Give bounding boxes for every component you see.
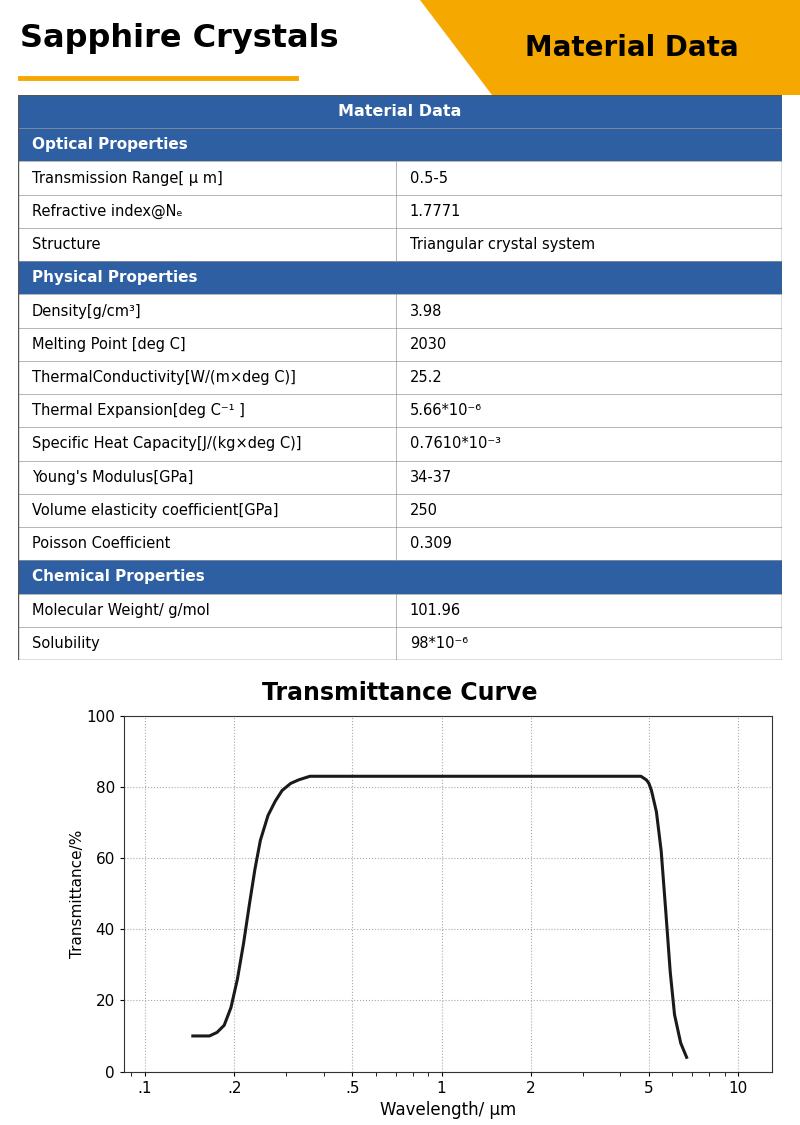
Polygon shape — [420, 0, 800, 94]
Text: 2030: 2030 — [410, 336, 447, 352]
Text: Molecular Weight/ g/mol: Molecular Weight/ g/mol — [32, 603, 210, 618]
Text: Young's Modulus[GPa]: Young's Modulus[GPa] — [32, 470, 193, 485]
Text: Triangular crystal system: Triangular crystal system — [410, 237, 595, 252]
Text: Specific Heat Capacity[J/(kg×deg C)]: Specific Heat Capacity[J/(kg×deg C)] — [32, 436, 302, 451]
Text: 98*10⁻⁶: 98*10⁻⁶ — [410, 636, 468, 651]
Text: 5.66*10⁻⁶: 5.66*10⁻⁶ — [410, 403, 482, 418]
Text: 25.2: 25.2 — [410, 370, 442, 385]
Text: Material Data: Material Data — [525, 34, 739, 62]
Bar — [18, 327, 782, 361]
Bar — [18, 394, 782, 428]
Text: Transmittance Curve: Transmittance Curve — [262, 681, 538, 705]
Bar — [18, 162, 782, 195]
Text: Density[g/cm³]: Density[g/cm³] — [32, 304, 142, 318]
Text: Melting Point [deg C]: Melting Point [deg C] — [32, 336, 186, 352]
Bar — [18, 494, 782, 526]
Text: 0.7610*10⁻³: 0.7610*10⁻³ — [410, 436, 501, 451]
Text: Refractive index@Nₑ: Refractive index@Nₑ — [32, 204, 182, 219]
Bar — [18, 261, 782, 295]
Text: Thermal Expansion[deg C⁻¹ ]: Thermal Expansion[deg C⁻¹ ] — [32, 403, 245, 418]
Text: Poisson Coefficient: Poisson Coefficient — [32, 537, 170, 551]
Text: 1.7771: 1.7771 — [410, 204, 462, 219]
Bar — [18, 361, 782, 394]
Y-axis label: Transmittance/%: Transmittance/% — [70, 829, 85, 957]
Text: 101.96: 101.96 — [410, 603, 461, 618]
Bar — [18, 428, 782, 460]
Text: Transmission Range[ μ m]: Transmission Range[ μ m] — [32, 171, 222, 186]
Bar — [18, 228, 782, 261]
Text: Chemical Properties: Chemical Properties — [32, 569, 205, 584]
Bar — [18, 295, 782, 327]
Text: 0.5-5: 0.5-5 — [410, 171, 448, 186]
Text: Optical Properties: Optical Properties — [32, 137, 187, 152]
Bar — [18, 195, 782, 228]
Text: 3.98: 3.98 — [410, 304, 442, 318]
Text: Material Data: Material Data — [338, 105, 462, 119]
Bar — [18, 560, 782, 594]
Text: ThermalConductivity[W/(m×deg C)]: ThermalConductivity[W/(m×deg C)] — [32, 370, 296, 385]
Text: Volume elasticity coefficient[GPa]: Volume elasticity coefficient[GPa] — [32, 503, 278, 518]
Text: 34-37: 34-37 — [410, 470, 452, 485]
Text: Structure: Structure — [32, 237, 100, 252]
Text: 0.309: 0.309 — [410, 537, 452, 551]
Bar — [18, 594, 782, 627]
Text: Solubility: Solubility — [32, 636, 99, 651]
Text: Physical Properties: Physical Properties — [32, 270, 198, 286]
Bar — [18, 627, 782, 660]
Bar — [18, 128, 782, 162]
Bar — [18, 460, 782, 494]
Bar — [18, 526, 782, 560]
Text: 250: 250 — [410, 503, 438, 518]
Bar — [18, 94, 782, 128]
Text: Sapphire Crystals: Sapphire Crystals — [20, 22, 338, 54]
X-axis label: Wavelength/ μm: Wavelength/ μm — [380, 1101, 516, 1119]
